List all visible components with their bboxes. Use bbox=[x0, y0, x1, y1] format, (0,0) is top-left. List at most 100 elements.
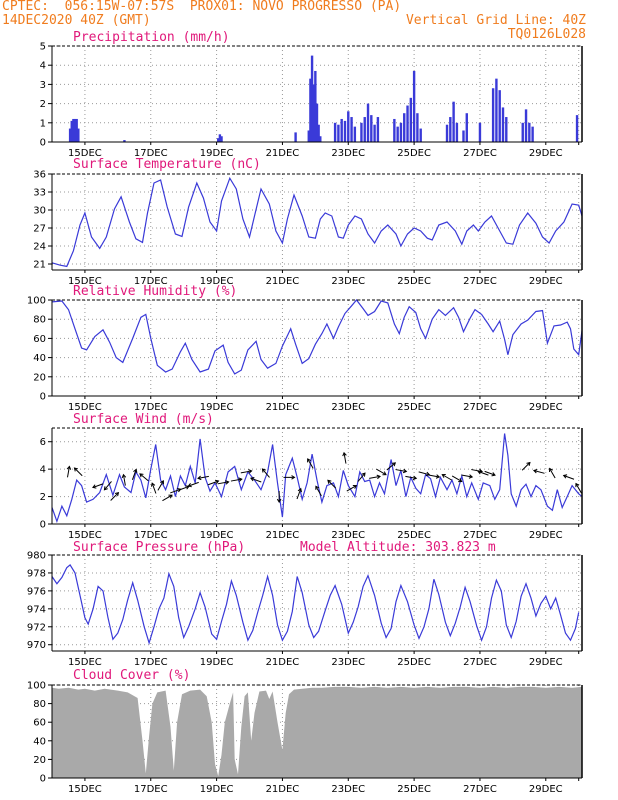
y-tick-label: 20 bbox=[33, 755, 46, 766]
x-tick-label: 23DEC bbox=[331, 276, 365, 287]
x-tick-label: 19DEC bbox=[200, 784, 234, 795]
wind-arrow bbox=[386, 462, 397, 471]
wind-arrow bbox=[110, 492, 120, 501]
y-tick-label: 2 bbox=[40, 492, 46, 503]
x-tick-label: 19DEC bbox=[200, 657, 234, 668]
wind-arrow bbox=[405, 475, 418, 481]
y-tick-label: 20 bbox=[33, 372, 46, 383]
wind-arrow-shaft bbox=[563, 475, 575, 480]
wind-arrow-head bbox=[250, 477, 255, 482]
wind-arrow-head bbox=[139, 473, 144, 478]
x-tick-label: 29DEC bbox=[529, 276, 563, 287]
precip-bar bbox=[310, 55, 314, 142]
wind-arrow-head bbox=[307, 458, 311, 463]
series-line bbox=[51, 433, 583, 524]
wind-arrow bbox=[197, 475, 209, 481]
panel-title: Precipitation (mm/h) bbox=[73, 30, 230, 45]
wind-arrow-head bbox=[276, 498, 282, 504]
x-tick-label: 19DEC bbox=[200, 402, 234, 413]
header-date-line: 14DEC2020 40Z (GMT) bbox=[2, 13, 151, 28]
panel-5: Surface Pressure (hPa) Model Altitude: 30… bbox=[27, 540, 583, 668]
x-tick-label: 27DEC bbox=[463, 784, 497, 795]
x-tick-label: 21DEC bbox=[266, 276, 300, 287]
y-tick-label: 80 bbox=[33, 699, 46, 710]
wind-arrow-head bbox=[425, 471, 431, 477]
precip-bar bbox=[373, 124, 376, 142]
precip-bar bbox=[399, 122, 403, 142]
y-tick-label: 36 bbox=[33, 170, 46, 181]
wind-arrow-shaft bbox=[346, 485, 357, 492]
y-tick-label: 4 bbox=[40, 61, 46, 72]
wind-arrow bbox=[178, 485, 190, 491]
x-tick-label: 29DEC bbox=[529, 402, 563, 413]
wind-arrow-shaft bbox=[217, 481, 229, 485]
wind-arrow-head bbox=[225, 480, 230, 485]
series-line bbox=[51, 299, 583, 375]
wind-arrow-shaft bbox=[521, 462, 531, 471]
wind-arrow-shaft bbox=[386, 462, 396, 471]
x-tick-label: 15DEC bbox=[68, 276, 102, 287]
wind-arrow bbox=[441, 474, 453, 481]
wind-arrow-head bbox=[361, 472, 366, 477]
y-tick-label: 60 bbox=[33, 718, 46, 729]
wind-arrow-shaft bbox=[461, 474, 473, 478]
x-tick-label: 27DEC bbox=[463, 657, 497, 668]
wind-arrow bbox=[296, 487, 302, 500]
wind-arrow-shaft bbox=[395, 469, 407, 472]
x-tick-label: 25DEC bbox=[397, 530, 431, 541]
wind-arrow bbox=[157, 480, 164, 491]
precip-bar bbox=[73, 118, 77, 142]
wind-arrow-head bbox=[458, 478, 463, 483]
wind-arrow bbox=[261, 468, 270, 478]
x-tick-label: 23DEC bbox=[331, 148, 365, 159]
wind-arrow bbox=[418, 471, 431, 477]
wind-arrow bbox=[162, 494, 173, 502]
wind-arrow-head bbox=[376, 474, 381, 480]
precip-bar bbox=[218, 134, 222, 142]
wind-arrow bbox=[121, 473, 127, 486]
header-model-code: TQ0126L028 bbox=[507, 27, 586, 42]
wind-arrow-head bbox=[214, 479, 220, 485]
y-tick-label: 4 bbox=[40, 465, 46, 476]
precip-bar bbox=[465, 113, 468, 142]
x-tick-label: 23DEC bbox=[331, 784, 365, 795]
wind-arrow bbox=[477, 470, 489, 476]
precip-bar bbox=[495, 78, 498, 142]
x-tick-label: 23DEC bbox=[331, 402, 365, 413]
wind-arrow-shaft bbox=[139, 473, 149, 482]
y-tick-label: 978 bbox=[27, 568, 46, 579]
wind-arrow-shaft bbox=[533, 469, 545, 474]
precip-bar bbox=[315, 103, 319, 142]
wind-arrow-shaft bbox=[151, 483, 157, 494]
precip-bar bbox=[416, 113, 419, 142]
x-tick-label: 23DEC bbox=[331, 530, 365, 541]
y-tick-label: 80 bbox=[33, 315, 46, 326]
wind-arrow-head bbox=[73, 467, 78, 472]
wind-arrow-shaft bbox=[418, 471, 430, 476]
wind-arrow-head bbox=[261, 468, 266, 473]
wind-arrow-shaft bbox=[484, 470, 496, 476]
wind-arrow-shaft bbox=[110, 492, 119, 501]
wind-arrow-head bbox=[532, 468, 538, 474]
precip-bar bbox=[307, 130, 310, 142]
precip-bar bbox=[366, 103, 370, 142]
precip-bar bbox=[363, 117, 366, 142]
precip-bar bbox=[360, 122, 363, 142]
precip-bar bbox=[294, 132, 297, 142]
precip-bar bbox=[350, 117, 353, 142]
x-tick-label: 29DEC bbox=[529, 657, 563, 668]
wind-arrow bbox=[521, 461, 531, 471]
x-tick-label: 25DEC bbox=[397, 657, 431, 668]
precip-bar bbox=[343, 120, 347, 142]
panel-3: Relative Humidity (%) 0 20 40 60 80 100 15DEC 17… bbox=[27, 284, 583, 413]
y-tick-label: 970 bbox=[27, 640, 46, 651]
precip-bar bbox=[478, 122, 482, 142]
x-tick-label: 27DEC bbox=[463, 276, 497, 287]
wind-arrow-head bbox=[468, 474, 474, 479]
wind-arrow-head bbox=[114, 492, 120, 497]
x-tick-label: 17DEC bbox=[134, 402, 168, 413]
precip-bar bbox=[412, 70, 416, 142]
wind-arrow-head bbox=[133, 468, 138, 473]
wind-arrow bbox=[230, 477, 243, 482]
wind-arrow-head bbox=[491, 472, 496, 477]
